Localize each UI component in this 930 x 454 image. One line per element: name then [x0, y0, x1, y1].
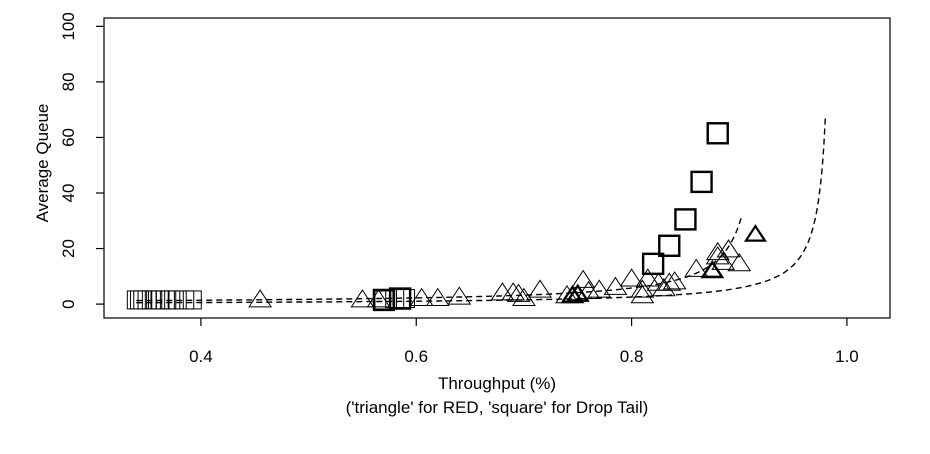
droptail-point — [182, 290, 202, 310]
red-point — [657, 272, 682, 291]
y-tick-label: 100 — [59, 12, 78, 40]
red-point — [630, 279, 655, 298]
red-point — [662, 271, 687, 290]
red-point — [571, 269, 596, 288]
square-fit-curve — [136, 216, 743, 302]
y-tick-label: 80 — [59, 72, 78, 91]
droptail-point-bold — [372, 288, 396, 312]
red-point — [716, 239, 741, 258]
red-point-bold — [566, 283, 590, 302]
y-tick-label: 20 — [59, 239, 78, 258]
red-point — [248, 289, 273, 308]
red-point — [705, 246, 730, 265]
red-point — [587, 279, 612, 298]
droptail-point-bold — [706, 122, 729, 145]
y-axis-title: Average Queue — [33, 104, 52, 223]
red-point — [409, 287, 434, 306]
red-point-bold — [560, 285, 584, 303]
x-tick-label: 0.8 — [620, 347, 644, 366]
red-point — [684, 258, 709, 277]
droptail-point-bold — [658, 234, 681, 257]
red-point — [727, 253, 752, 272]
red-point — [711, 251, 736, 270]
x-tick-label: 0.6 — [404, 347, 428, 366]
red-point — [576, 280, 601, 300]
droptail-point-bold — [388, 287, 412, 310]
red-point — [619, 268, 644, 287]
red-point — [425, 287, 450, 306]
x-axis-title: Throughput (%) — [438, 374, 556, 393]
x-tick-label: 1.0 — [835, 347, 859, 366]
red-point — [350, 289, 375, 308]
fit-curves — [136, 116, 827, 304]
red-point — [705, 241, 730, 261]
triangle-fit-curve — [136, 116, 827, 304]
red-point — [651, 278, 676, 297]
droptail-point-bold — [674, 208, 697, 231]
chart-subtitle: ('triangle' for RED, 'square' for Drop T… — [346, 398, 649, 417]
red-point — [447, 286, 472, 305]
red-point-bold — [700, 260, 724, 278]
red-point — [630, 284, 655, 304]
red-point-bold — [743, 224, 767, 242]
red-point — [635, 268, 660, 287]
y-tick-label: 60 — [59, 128, 78, 147]
red-point — [501, 282, 526, 301]
y-tick-label: 40 — [59, 184, 78, 203]
droptail-point-bold — [641, 252, 665, 276]
plot-frame — [103, 17, 891, 319]
axes: 0.4 0.6 0.8 1.0 0 20 40 60 80 100 — [59, 12, 859, 366]
data-points — [126, 122, 767, 312]
droptail-point-bold — [690, 170, 713, 194]
x-tick-label: 0.4 — [189, 347, 213, 366]
red-point — [528, 279, 552, 298]
y-tick-label: 0 — [59, 299, 78, 308]
red-point — [506, 283, 531, 302]
